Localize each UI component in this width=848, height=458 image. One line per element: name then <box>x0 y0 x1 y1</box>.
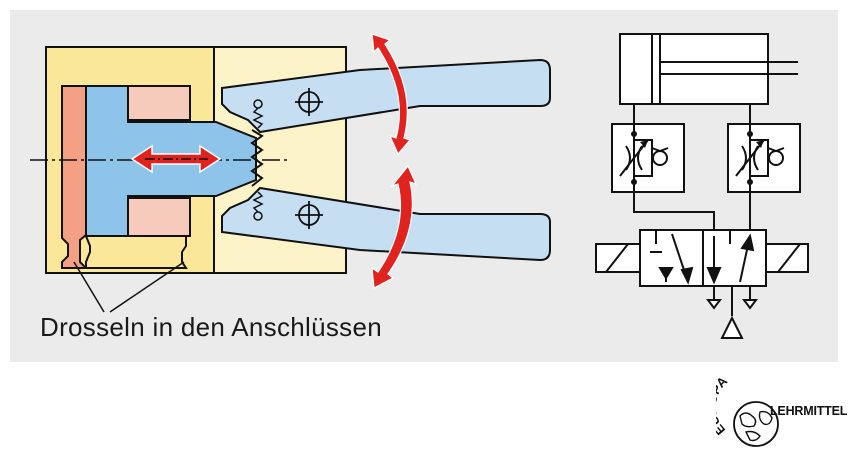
pressure-source <box>720 315 744 339</box>
directional-valve <box>595 229 809 287</box>
exhaust-left <box>706 299 722 310</box>
swing-arrow-lower <box>371 164 418 289</box>
logo-top-text: EUROPA <box>716 373 731 438</box>
chamber-right-lower <box>127 197 191 237</box>
flow-control-left <box>611 123 685 193</box>
port-block <box>84 235 188 269</box>
pivot-lower <box>295 201 323 229</box>
leader-line-left <box>73 261 105 313</box>
cylinder-body <box>619 33 769 105</box>
jaw-upper <box>221 58 551 134</box>
figure-caption: Drosseln in den Anschlüssen <box>40 312 382 342</box>
teeth-zigzag <box>250 129 264 187</box>
publisher-logo: EUROPA LEHRMITTEL <box>716 372 847 454</box>
pivot-upper <box>295 88 323 116</box>
logo-graphic: EUROPA <box>716 373 779 447</box>
leader-line-right <box>109 261 185 313</box>
logo-side-text: LEHRMITTEL <box>770 404 848 418</box>
exhaust-right <box>742 299 758 310</box>
flow-control-right <box>727 123 801 193</box>
chamber-right <box>127 85 191 121</box>
swing-arrow-upper <box>371 33 412 156</box>
